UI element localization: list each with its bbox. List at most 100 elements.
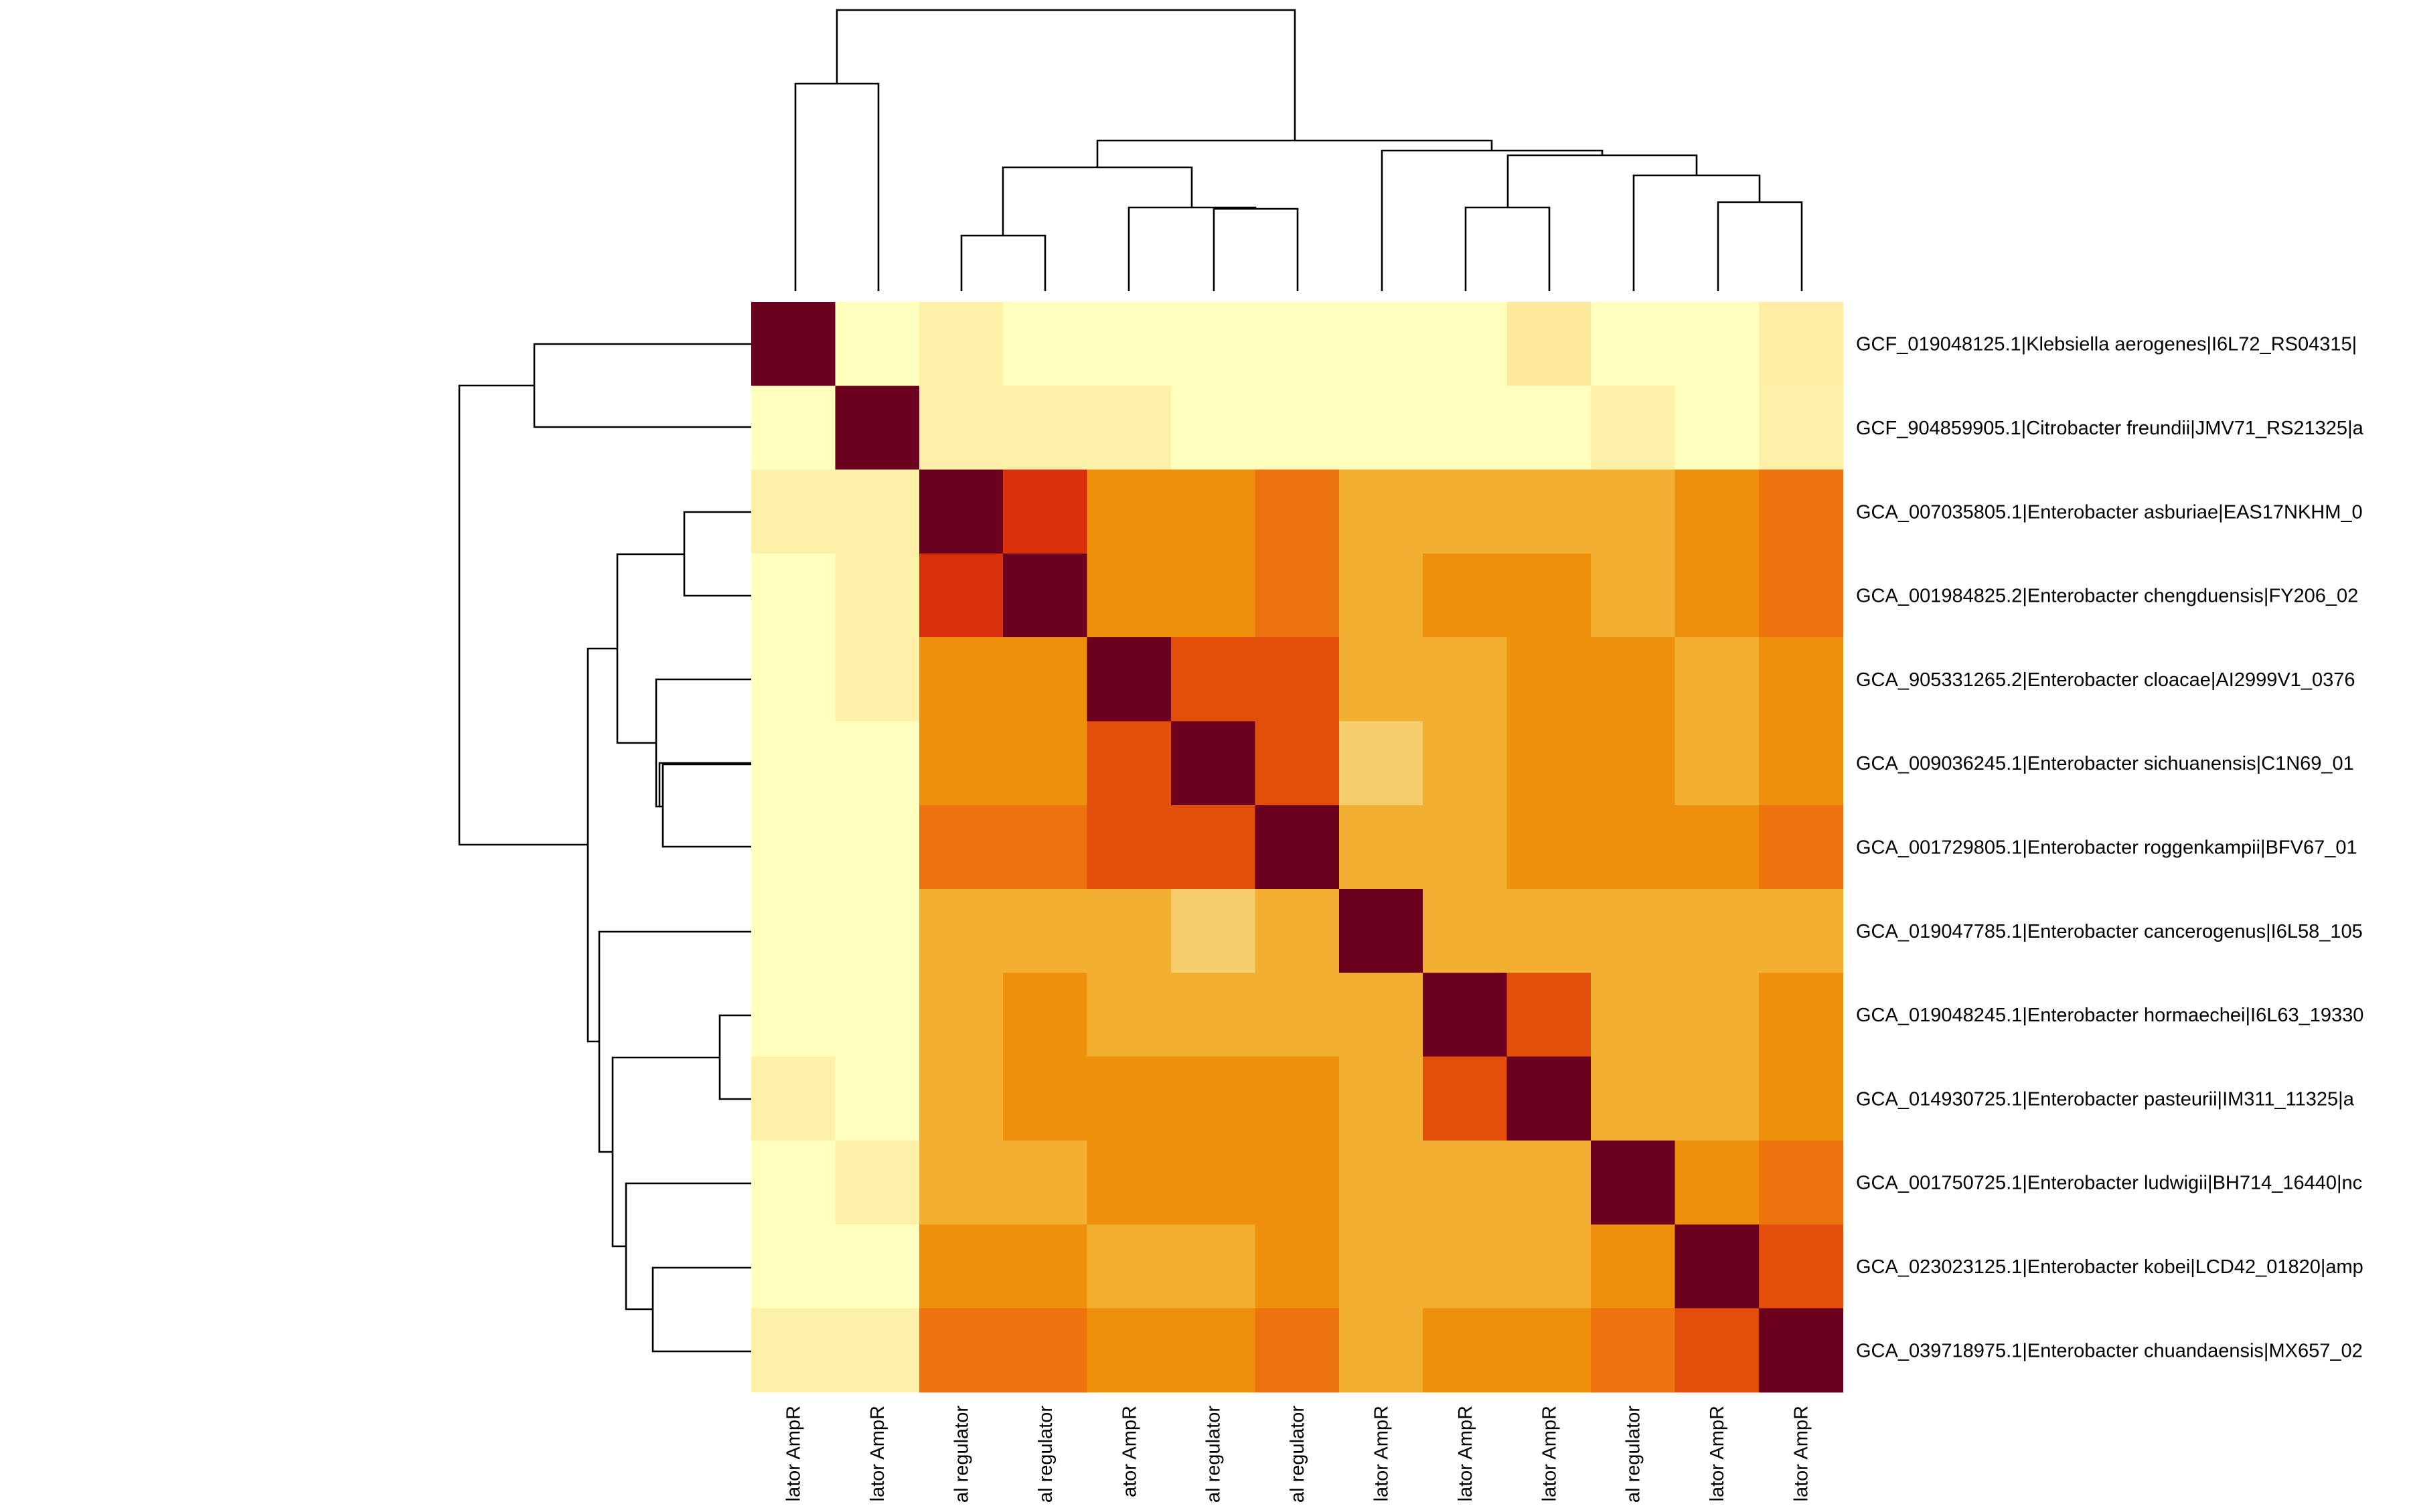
heatmap-cell [1255, 469, 1340, 554]
heatmap-cell [1003, 1224, 1088, 1309]
heatmap-cell [1758, 721, 1843, 806]
heatmap-cell [1506, 1224, 1591, 1309]
col-dendro-link [1381, 149, 1604, 291]
row-dendro-link [655, 678, 751, 808]
heatmap-cell [1758, 637, 1843, 722]
heatmap-cell [1003, 805, 1088, 890]
heatmap-cell [835, 553, 920, 638]
heatmap-cell [1171, 889, 1255, 973]
heatmap-cell [835, 302, 920, 386]
heatmap-cell [751, 302, 836, 386]
heatmap-cell [1255, 1308, 1340, 1393]
heatmap-cell [1087, 1308, 1172, 1393]
heatmap-cell [1758, 1056, 1843, 1141]
heatmap-cell [1087, 1224, 1172, 1309]
heatmap-cell [1423, 1308, 1508, 1393]
heatmap-cell [1506, 469, 1591, 554]
heatmap-cell [1423, 469, 1508, 554]
heatmap-cell [1171, 1056, 1255, 1141]
heatmap-cell [1758, 302, 1843, 386]
col-dendro-link [1096, 139, 1493, 167]
heatmap-cell [1591, 973, 1675, 1058]
heatmap-cell [1003, 469, 1088, 554]
heatmap-cell [1338, 805, 1423, 890]
row-label: GCA_014930725.1|Enterobacter pasteurii|I… [1856, 1088, 2355, 1110]
heatmap-cell [1758, 973, 1843, 1058]
heatmap-cell [1087, 1056, 1172, 1141]
heatmap-cell [1675, 1056, 1760, 1141]
row-dendro-link [598, 930, 751, 1153]
heatmap-cell [919, 637, 1004, 722]
heatmap-cell [1675, 302, 1760, 386]
heatmap-cell [751, 637, 836, 722]
col-dendro-link [1002, 166, 1193, 236]
heatmap-cell [1003, 1308, 1088, 1393]
heatmap-cell [1171, 973, 1255, 1058]
heatmap-cell [1675, 973, 1760, 1058]
heatmap-cell [1591, 721, 1675, 806]
heatmap-cell [1087, 973, 1172, 1058]
heatmap-cell [1758, 553, 1843, 638]
row-label: GCA_009036245.1|Enterobacter sichuanensi… [1856, 753, 2354, 774]
heatmap-cell [1506, 973, 1591, 1058]
heatmap-cell [1591, 1141, 1675, 1225]
heatmap-cell [1003, 553, 1088, 638]
row-dendro-link [683, 511, 751, 597]
column-labels: lator AmpR lator AmpR al regulator al regul… [783, 1406, 1812, 1503]
heatmap-cell [1423, 302, 1508, 386]
column-label: lator AmpR [867, 1406, 888, 1501]
heatmap-cell [1255, 973, 1340, 1058]
column-label: al regulator [951, 1406, 973, 1503]
heatmap-cell [1338, 1056, 1423, 1141]
heatmap-cell [751, 973, 836, 1058]
heatmap-cell [1255, 302, 1340, 386]
heatmap-cell [1171, 805, 1255, 890]
heatmap-cell [1255, 637, 1340, 722]
heatmap-cell [1087, 637, 1172, 722]
heatmap-cell [919, 469, 1004, 554]
heatmap-cell [919, 889, 1004, 973]
heatmap-cell [1675, 386, 1760, 471]
col-dendro-link [1632, 174, 1761, 291]
heatmap-cell [835, 721, 920, 806]
heatmap-cell [1591, 302, 1675, 386]
row-dendro-link [662, 763, 751, 848]
heatmap-cell [1003, 1056, 1088, 1141]
heatmap-cell [1423, 637, 1508, 722]
heatmap-cell [919, 553, 1004, 638]
heatmap-cell [1591, 386, 1675, 471]
heatmap-cell [751, 1224, 836, 1309]
heatmap-cell [1506, 1056, 1591, 1141]
heatmap-cell [751, 469, 836, 554]
heatmap-cell [919, 1308, 1004, 1393]
heatmap-cell [1506, 805, 1591, 890]
heatmap-cell [1758, 1141, 1843, 1225]
heatmap-cell [1338, 1224, 1423, 1309]
col-dendro-link [1506, 154, 1698, 207]
column-label: lator AmpR [1791, 1406, 1812, 1501]
column-label: lator AmpR [1455, 1406, 1476, 1501]
column-label: ator AmpR [1119, 1406, 1140, 1497]
heatmap-cell [1171, 1141, 1255, 1225]
heatmap-cell [1171, 302, 1255, 386]
heatmap-cell [751, 553, 836, 638]
heatmap-cell [919, 805, 1004, 890]
row-label: GCF_019048125.1|Klebsiella aerogenes|I6L… [1856, 334, 2357, 355]
heatmap-cell [1675, 553, 1760, 638]
column-label: al regulator [1035, 1406, 1057, 1503]
heatmap-cell [1591, 805, 1675, 890]
heatmap-cell [1338, 469, 1423, 554]
heatmap-cell [1003, 973, 1088, 1058]
heatmap-cell [1171, 1224, 1255, 1309]
column-label: al regulator [1623, 1406, 1644, 1503]
row-labels: GCF_019048125.1|Klebsiella aerogenes|I6L… [1856, 334, 2364, 1362]
heatmap-cell [919, 1056, 1004, 1141]
heatmap-cell [1003, 637, 1088, 722]
heatmap-cell [1591, 1308, 1675, 1393]
heatmap-cell [1506, 889, 1591, 973]
heatmap-cell [1591, 637, 1675, 722]
row-label: GCA_039718975.1|Enterobacter chuandaensi… [1856, 1340, 2363, 1361]
heatmap-cell [1087, 553, 1172, 638]
column-label: lator AmpR [1707, 1406, 1728, 1501]
heatmap-cell [1338, 637, 1423, 722]
